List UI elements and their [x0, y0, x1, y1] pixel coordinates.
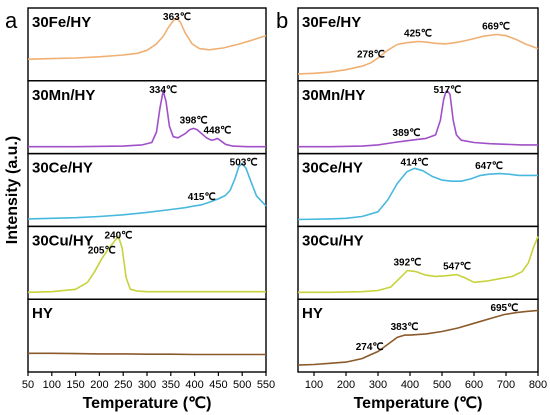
peak-annotation: 389℃: [393, 128, 421, 139]
x-tick-label: 700: [497, 379, 515, 391]
panel-letter: b: [276, 8, 288, 33]
panel-b: b 30Fe/HY 278℃ 425℃ 669℃ 30Mn/HY 389℃ 517℃ 30Ce/…: [276, 7, 547, 412]
peak-annotation: 363℃: [163, 12, 191, 23]
series-line: [298, 90, 538, 148]
x-axis-title: Temperature (℃): [83, 395, 212, 412]
subplot-frame: [27, 298, 267, 373]
x-tick-label: 150: [66, 379, 84, 391]
peak-annotation: 392℃: [393, 258, 421, 269]
series-line: [27, 17, 267, 60]
series-line: [28, 352, 266, 356]
peak-annotation: 415℃: [188, 192, 216, 203]
sample-label: 30Cu/HY: [32, 232, 94, 249]
sample-label: 30Fe/HY: [32, 14, 91, 31]
x-tick-label: 500: [433, 379, 451, 391]
subplot-frame: [297, 298, 539, 373]
sample-label: 30Cu/HY: [302, 232, 364, 249]
x-tick-label: 400: [401, 379, 419, 391]
peak-annotation: 503℃: [230, 158, 258, 169]
x-tick-label: 400: [185, 379, 203, 391]
peak-annotation: 414℃: [401, 158, 429, 169]
sample-label: 30Ce/HY: [32, 160, 93, 177]
series-line: [27, 235, 266, 294]
x-axis-title: Temperature (℃): [354, 395, 483, 412]
peak-annotation: 278℃: [357, 50, 385, 61]
series-line: [297, 309, 539, 366]
sample-label: 30Ce/HY: [302, 160, 363, 177]
x-tick-label: 800: [529, 379, 547, 391]
peak-annotation: 669℃: [482, 21, 510, 32]
x-tick-label: 250: [114, 379, 132, 391]
peak-annotation: 448℃: [203, 125, 231, 136]
sample-label: HY: [302, 305, 323, 322]
panel-letter: a: [5, 8, 18, 33]
x-tick-label: 200: [90, 379, 108, 391]
series-line: [28, 90, 266, 148]
peak-annotation: 425℃: [404, 29, 432, 40]
peak-annotation: 205℃: [88, 246, 116, 257]
sample-label: 30Mn/HY: [32, 87, 95, 104]
series-line: [297, 33, 539, 75]
series-line: [27, 162, 267, 220]
x-tick-label: 600: [465, 379, 483, 391]
x-tick-label: 450: [209, 379, 227, 391]
peak-annotation: 547℃: [443, 262, 471, 273]
x-tick-label: 350: [162, 379, 180, 391]
x-tick-label: 500: [233, 379, 251, 391]
x-tick-label: 100: [305, 379, 323, 391]
x-tick-label: 200: [337, 379, 355, 391]
sample-label: 30Fe/HY: [302, 14, 361, 31]
series-line: [297, 167, 538, 221]
x-tick-label: 550: [257, 379, 275, 391]
peak-annotation: 383℃: [391, 322, 419, 333]
sample-label: HY: [32, 305, 53, 322]
peak-annotation: 334℃: [149, 85, 177, 96]
y-axis-title: Intensity (a.u.): [4, 136, 21, 244]
sample-label: 30Mn/HY: [302, 87, 365, 104]
x-tick-label: 300: [138, 379, 156, 391]
peak-annotation: 240℃: [104, 230, 132, 241]
peak-annotation: 517℃: [433, 85, 461, 96]
peak-annotation: 274℃: [356, 342, 384, 353]
peak-annotation: 398℃: [180, 115, 208, 126]
x-tick-label: 50: [22, 379, 34, 391]
peak-annotation: 695℃: [490, 303, 518, 314]
x-tick-label: 100: [43, 379, 61, 391]
x-tick-label: 300: [369, 379, 387, 391]
series-line: [298, 236, 539, 294]
peak-annotation: 647℃: [475, 161, 503, 172]
